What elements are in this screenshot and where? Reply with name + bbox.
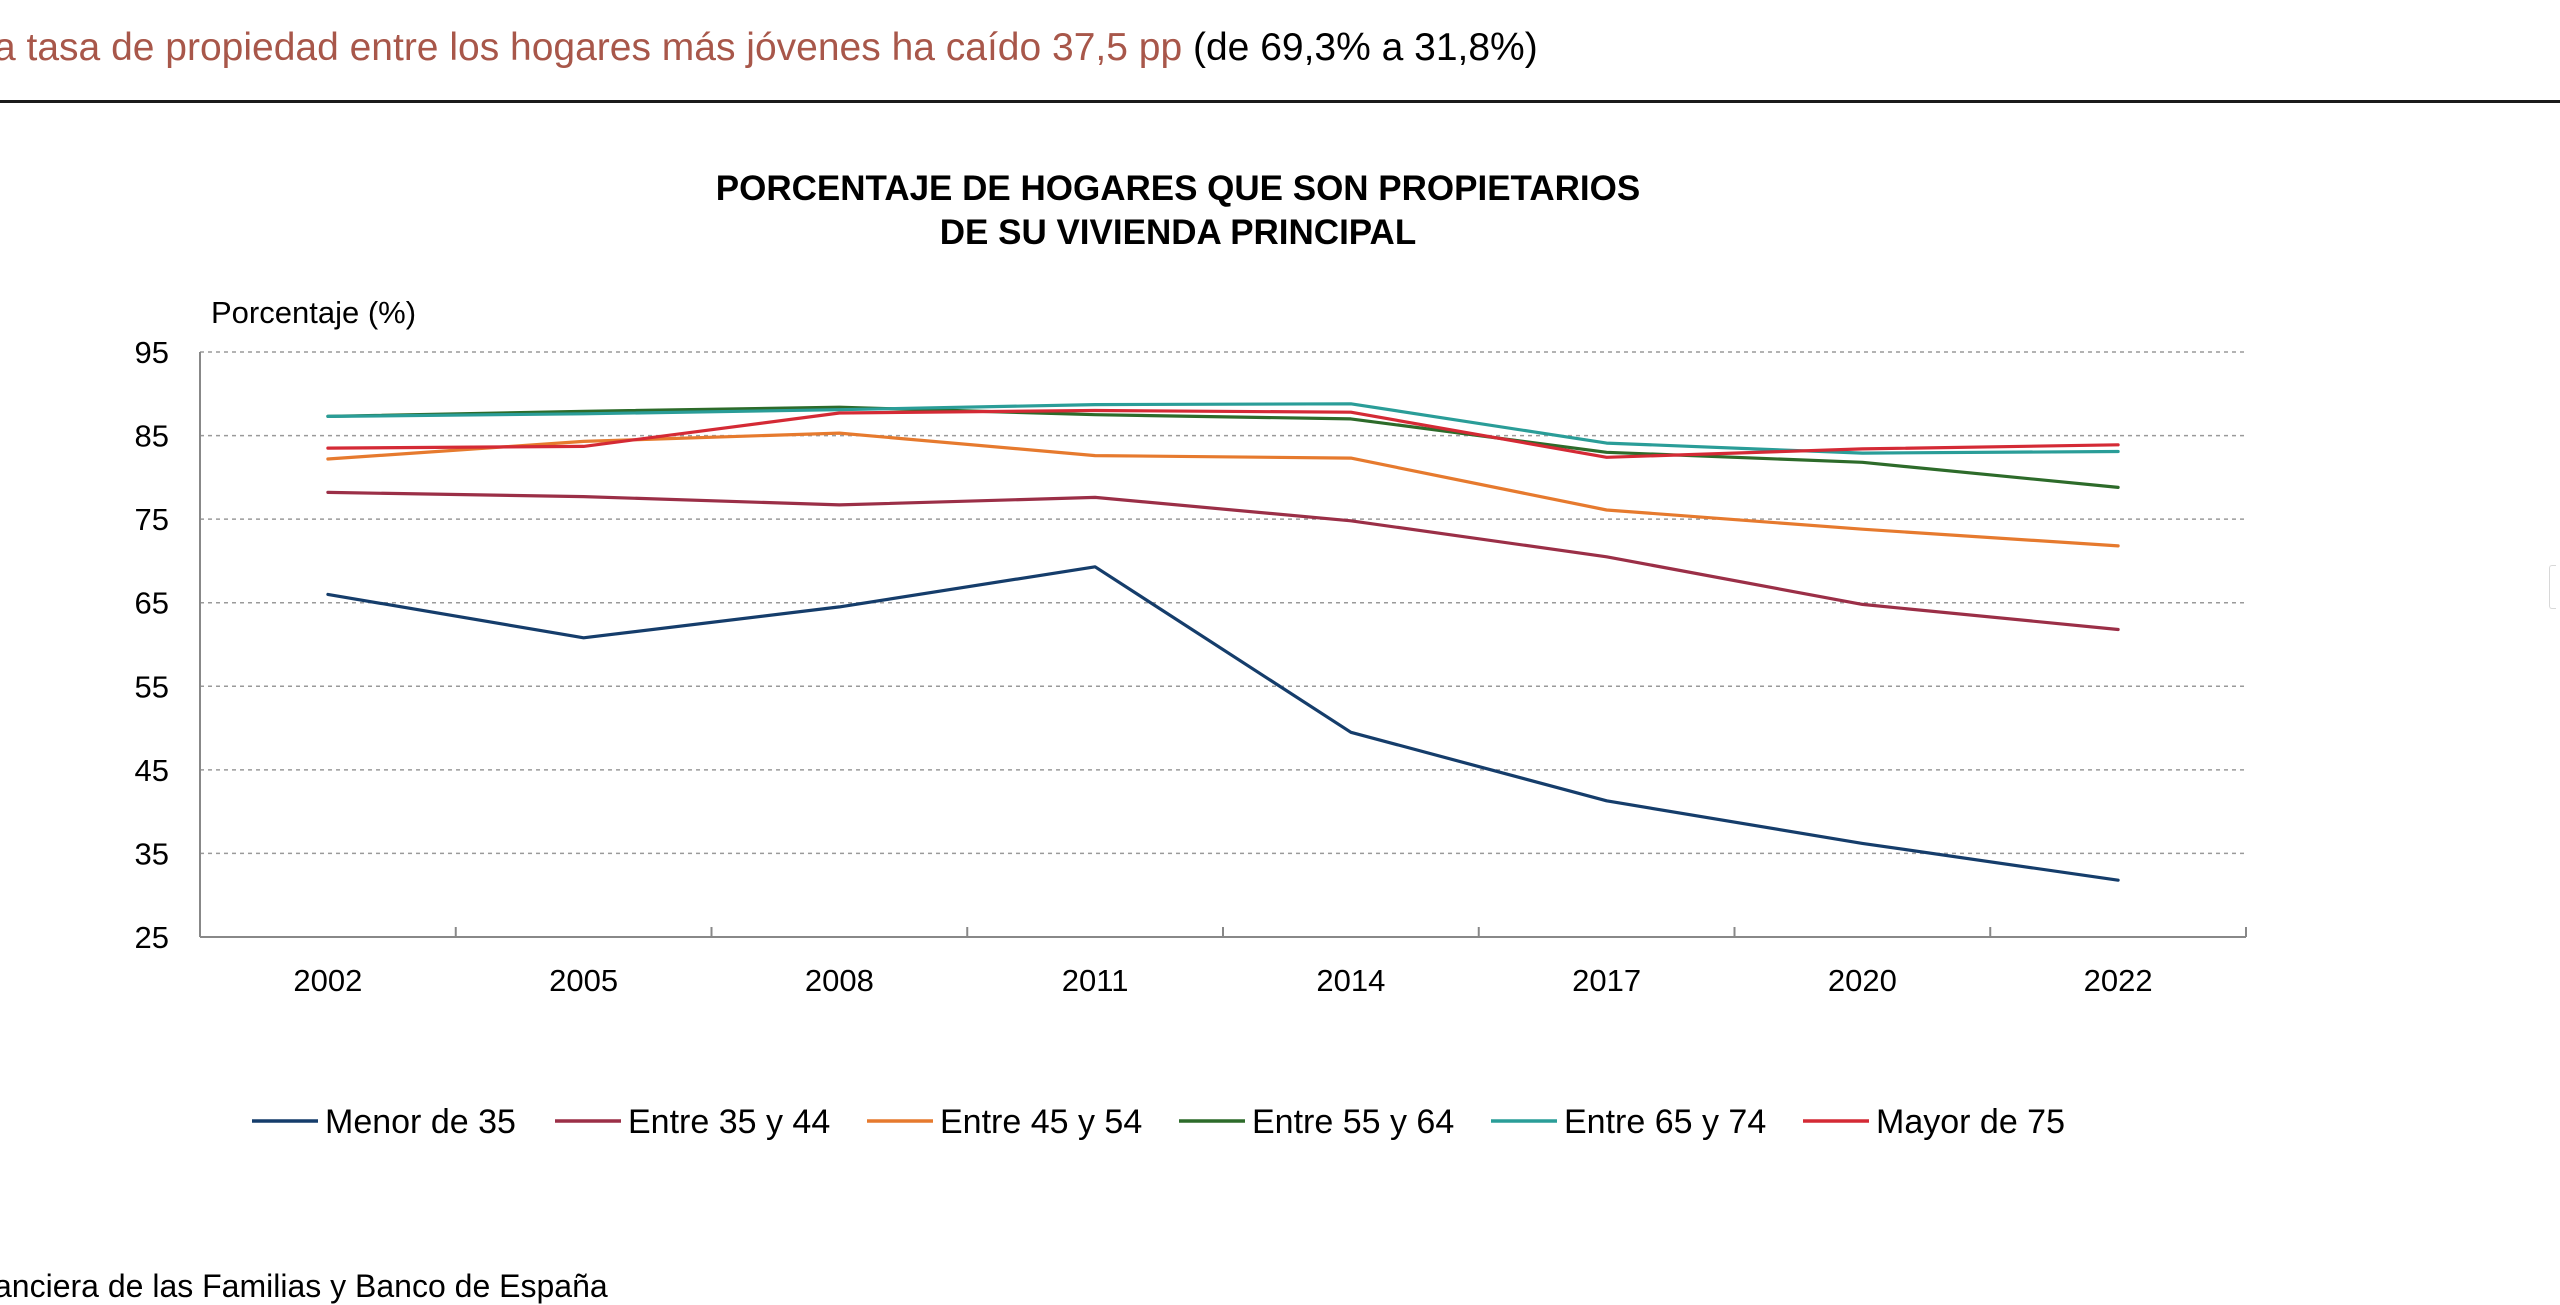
- legend-item-entre-45-y-54: Entre 45 y 54: [867, 1103, 1142, 1141]
- legend-item-mayor-de-75: Mayor de 75: [1803, 1103, 2065, 1141]
- legend-label-entre-35-y-44: Entre 35 y 44: [628, 1103, 830, 1141]
- y-tick-labels: 25 35 45 55 65 75 85 95: [135, 335, 169, 955]
- legend: Menor de 35 Entre 35 y 44 Entre 45 y 54 Ent…: [252, 1103, 2065, 1141]
- legend-item-entre-55-y-64: Entre 55 y 64: [1179, 1103, 1454, 1141]
- series-line-entre-35-y-44: [326, 490, 2120, 632]
- series-lines: [326, 402, 2120, 882]
- source-note: anciera de las Familias y Banco de Españ…: [0, 1268, 608, 1304]
- page-edge-tab: [2549, 565, 2556, 609]
- header-divider: [0, 100, 2560, 103]
- legend-item-entre-35-y-44: Entre 35 y 44: [555, 1103, 830, 1141]
- headline-highlight: a tasa de propiedad entre los hogares má…: [0, 26, 1183, 69]
- x-tick-2020: 2020: [1828, 963, 1897, 998]
- legend-label-mayor-de-75: Mayor de 75: [1876, 1103, 2065, 1141]
- y-tick-95: 95: [135, 335, 169, 370]
- legend-label-entre-65-y-74: Entre 65 y 74: [1564, 1103, 1766, 1141]
- x-tick-2002: 2002: [293, 963, 362, 998]
- y-axis-label: Porcentaje (%): [211, 295, 416, 330]
- legend-label-entre-45-y-54: Entre 45 y 54: [940, 1103, 1142, 1141]
- y-tick-55: 55: [135, 669, 169, 704]
- headline: a tasa de propiedad entre los hogares má…: [0, 26, 1538, 70]
- chart-title: PORCENTAJE DE HOGARES QUE SON PROPIETARI…: [716, 169, 1640, 252]
- x-tick-2022: 2022: [2084, 963, 2153, 998]
- x-tick-2017: 2017: [1572, 963, 1641, 998]
- legend-label-menor-de-35: Menor de 35: [325, 1103, 516, 1141]
- y-tick-35: 35: [135, 836, 169, 871]
- y-tick-25: 25: [135, 920, 169, 955]
- series-line-mayor-de-75: [326, 408, 2120, 459]
- legend-item-entre-65-y-74: Entre 65 y 74: [1491, 1103, 1766, 1141]
- y-tick-75: 75: [135, 502, 169, 537]
- x-tick-2008: 2008: [805, 963, 874, 998]
- y-tick-45: 45: [135, 753, 169, 788]
- series-line-menor-de-35: [326, 565, 2120, 882]
- x-tick-2014: 2014: [1316, 963, 1385, 998]
- y-tick-65: 65: [135, 586, 169, 621]
- series-line-entre-55-y-64: [326, 405, 2120, 489]
- chart-title-line-1: PORCENTAJE DE HOGARES QUE SON PROPIETARI…: [716, 169, 1640, 208]
- legend-item-menor-de-35: Menor de 35: [252, 1103, 516, 1141]
- y-tick-85: 85: [135, 419, 169, 454]
- headline-detail: (de 69,3% a 31,8%): [1193, 26, 1538, 69]
- axes: [199, 352, 2247, 938]
- x-tick-labels: 2002 2005 2008 2011 2014 2017 2020 2022: [293, 963, 2152, 998]
- legend-label-entre-55-y-64: Entre 55 y 64: [1252, 1103, 1454, 1141]
- x-tick-2005: 2005: [549, 963, 618, 998]
- chart-title-line-2: DE SU VIVIENDA PRINCIPAL: [940, 213, 1416, 252]
- x-tick-2011: 2011: [1062, 963, 1129, 998]
- gridlines: [200, 351, 2246, 855]
